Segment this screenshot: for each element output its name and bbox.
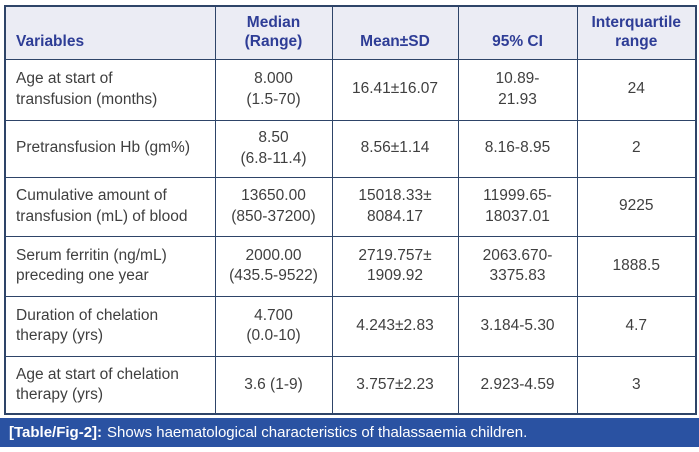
column-header-iqr: Interquartile range [576, 5, 697, 60]
cell-95ci: 10.89- 21.93 [457, 58, 578, 121]
cell-iqr: 24 [576, 58, 697, 121]
cell-95ci: 11999.65- 18037.01 [457, 176, 578, 237]
column-header-mean-sd: Mean±SD [331, 5, 459, 60]
cell-variable: Duration of chelation therapy (yrs) [4, 295, 216, 357]
cell-mean-sd: 3.757±2.23 [331, 355, 459, 415]
cell-iqr: 9225 [576, 176, 697, 237]
table-header: Variables Median (Range) Mean±SD 95% CI … [4, 5, 697, 60]
table-row: Age at start of transfusion (months) 8.0… [4, 58, 697, 121]
cell-median-range: 13650.00 (850-37200) [214, 176, 333, 237]
cell-variable: Age at start of transfusion (months) [4, 58, 216, 121]
cell-iqr: 3 [576, 355, 697, 415]
cell-mean-sd: 15018.33± 8084.17 [331, 176, 459, 237]
column-header-median-range: Median (Range) [214, 5, 333, 60]
cell-variable: Serum ferritin (ng/mL) preceding one yea… [4, 235, 216, 297]
haematological-characteristics-table: Variables Median (Range) Mean±SD 95% CI … [4, 5, 697, 415]
cell-95ci: 2063.670- 3375.83 [457, 235, 578, 297]
column-header-95ci: 95% CI [457, 5, 578, 60]
cell-median-range: 3.6 (1-9) [214, 355, 333, 415]
cell-mean-sd: 2719.757± 1909.92 [331, 235, 459, 297]
header-row: Variables Median (Range) Mean±SD 95% CI … [4, 5, 697, 60]
cell-mean-sd: 8.56±1.14 [331, 119, 459, 178]
table-body: Age at start of transfusion (months) 8.0… [4, 58, 697, 415]
table-caption-bar: [Table/Fig-2]: Shows haematological char… [0, 418, 699, 447]
cell-median-range: 8.50 (6.8-11.4) [214, 119, 333, 178]
cell-iqr: 1888.5 [576, 235, 697, 297]
cell-iqr: 2 [576, 119, 697, 178]
caption-text: Shows haematological characteristics of … [107, 424, 528, 441]
cell-median-range: 2000.00 (435.5-9522) [214, 235, 333, 297]
cell-95ci: 2.923-4.59 [457, 355, 578, 415]
cell-95ci: 3.184-5.30 [457, 295, 578, 357]
cell-variable: Age at start of chelation therapy (yrs) [4, 355, 216, 415]
table-row: Duration of chelation therapy (yrs) 4.70… [4, 295, 697, 357]
cell-mean-sd: 4.243±2.83 [331, 295, 459, 357]
cell-median-range: 8.000 (1.5-70) [214, 58, 333, 121]
cell-variable: Pretransfusion Hb (gm%) [4, 119, 216, 178]
table-row: Age at start of chelation therapy (yrs) … [4, 355, 697, 415]
cell-95ci: 8.16-8.95 [457, 119, 578, 178]
column-header-variables: Variables [4, 5, 216, 60]
cell-variable: Cumulative amount of transfusion (mL) of… [4, 176, 216, 237]
cell-median-range: 4.700 (0.0-10) [214, 295, 333, 357]
table-row: Pretransfusion Hb (gm%) 8.50 (6.8-11.4) … [4, 119, 697, 178]
cell-iqr: 4.7 [576, 295, 697, 357]
caption-label: [Table/Fig-2]: [9, 424, 103, 441]
cell-mean-sd: 16.41±16.07 [331, 58, 459, 121]
table-row: Serum ferritin (ng/mL) preceding one yea… [4, 235, 697, 297]
table-row: Cumulative amount of transfusion (mL) of… [4, 176, 697, 237]
